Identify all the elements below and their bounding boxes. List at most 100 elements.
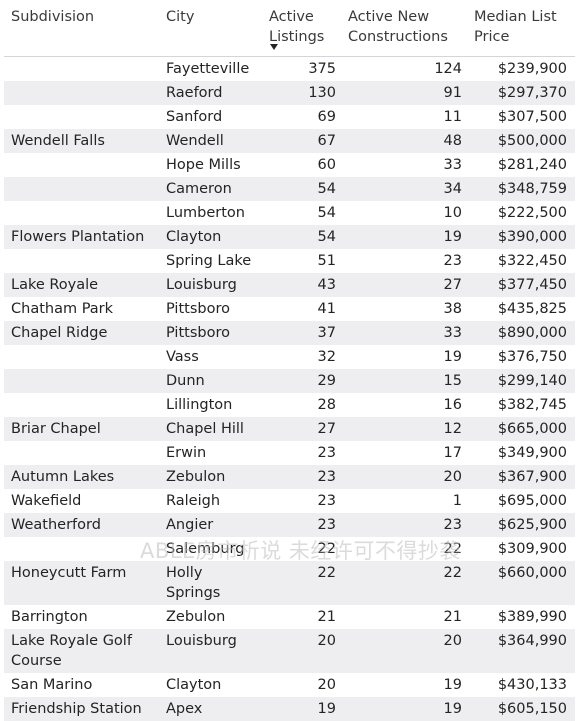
cell-active-new-constructions: 34 xyxy=(443,181,462,197)
table-row[interactable]: Wakefield Raleigh 23 1 $695,000 xyxy=(4,489,575,513)
column-header-price-line1: Median List xyxy=(474,9,557,25)
cell-median-list-price: $890,000 xyxy=(497,325,567,341)
table-row[interactable]: Erwin 23 17 $349,900 xyxy=(4,441,575,465)
table-row[interactable]: Flowers Plantation Clayton 54 19 $390,000 xyxy=(4,225,575,249)
column-header-new-line1: Active New xyxy=(348,9,430,25)
cell-subdivision: Wendell Falls xyxy=(11,133,105,149)
cell-active-listings: 60 xyxy=(317,157,336,173)
cell-active-listings: 23 xyxy=(317,493,336,509)
column-header-active-line1: Active xyxy=(269,9,314,25)
cell-active-new-constructions: 17 xyxy=(443,445,462,461)
cell-median-list-price: $322,450 xyxy=(497,253,567,269)
cell-active-new-constructions: 19 xyxy=(443,349,462,365)
table-row[interactable]: San Marino Clayton 20 19 $430,133 xyxy=(4,673,575,697)
cell-active-new-constructions: 1 xyxy=(452,493,462,509)
cell-active-listings: 22 xyxy=(317,565,336,581)
cell-subdivision: Lake Royale Golf Course xyxy=(11,633,132,669)
cell-active-listings: 41 xyxy=(317,301,336,317)
table-row[interactable]: Lake Royale Louisburg 43 27 $377,450 xyxy=(4,273,575,297)
cell-active-listings: 20 xyxy=(317,633,336,649)
column-header-active-new-constructions[interactable]: Active New Constructions xyxy=(348,7,448,47)
cell-city: Raleigh xyxy=(166,493,221,509)
cell-active-new-constructions: 91 xyxy=(443,85,462,101)
table-row[interactable]: Chatham Park Pittsboro 41 38 $435,825 xyxy=(4,297,575,321)
column-header-city[interactable]: City xyxy=(166,7,194,27)
cell-active-listings: 51 xyxy=(317,253,336,269)
cell-city: Spring Lake xyxy=(166,253,252,269)
table-row[interactable]: Autumn Lakes Zebulon 23 20 $367,900 xyxy=(4,465,575,489)
table-row[interactable]: Cameron 54 34 $348,759 xyxy=(4,177,575,201)
cell-subdivision: Autumn Lakes xyxy=(11,469,115,485)
cell-city: Lumberton xyxy=(166,205,245,221)
cell-active-new-constructions: 124 xyxy=(434,61,462,77)
sort-down-icon[interactable] xyxy=(270,44,278,50)
table-row[interactable]: Weatherford Angier 23 23 $625,900 xyxy=(4,513,575,537)
table-row[interactable]: Fayetteville 375 124 $239,900 xyxy=(4,57,575,81)
cell-median-list-price: $500,000 xyxy=(497,133,567,149)
cell-active-listings: 28 xyxy=(317,397,336,413)
cell-active-new-constructions: 38 xyxy=(443,301,462,317)
cell-subdivision: Barrington xyxy=(11,609,88,625)
cell-city: Clayton xyxy=(166,229,222,245)
table-row[interactable]: Friendship Station Apex 19 19 $605,150 xyxy=(4,697,575,721)
table-row[interactable]: Lillington 28 16 $382,745 xyxy=(4,393,575,417)
cell-city: Cameron xyxy=(166,181,232,197)
table-row[interactable]: Vass 32 19 $376,750 xyxy=(4,345,575,369)
cell-active-listings: 54 xyxy=(317,229,336,245)
cell-city: Erwin xyxy=(166,445,207,461)
cell-subdivision: Chatham Park xyxy=(11,301,114,317)
cell-city: Chapel Hill xyxy=(166,421,244,437)
cell-active-listings: 43 xyxy=(317,277,336,293)
table-row[interactable]: Hope Mills 60 33 $281,240 xyxy=(4,153,575,177)
cell-subdivision: Lake Royale xyxy=(11,277,99,293)
table-row[interactable]: Briar Chapel Chapel Hill 27 12 $665,000 xyxy=(4,417,575,441)
cell-active-listings: 27 xyxy=(317,421,336,437)
cell-city: Holly Springs xyxy=(166,565,221,601)
cell-median-list-price: $377,450 xyxy=(497,277,567,293)
cell-active-listings: 19 xyxy=(317,701,336,717)
cell-median-list-price: $297,370 xyxy=(497,85,567,101)
table-row[interactable]: Raeford 130 91 $297,370 xyxy=(4,81,575,105)
table-row[interactable]: Lake Royale Golf Course Louisburg 20 20 $364… xyxy=(4,629,575,673)
cell-city: Hope Mills xyxy=(166,157,241,173)
cell-city: Vass xyxy=(166,349,199,365)
column-header-active-listings[interactable]: Active Listings xyxy=(269,7,324,47)
cell-active-new-constructions: 16 xyxy=(443,397,462,413)
cell-city: Salemburg xyxy=(166,541,245,557)
cell-active-new-constructions: 12 xyxy=(443,421,462,437)
column-header-subdivision-label: Subdivision xyxy=(11,9,95,25)
table-body: Fayetteville 375 124 $239,900 Raeford 130 91 $2… xyxy=(4,57,575,721)
column-header-subdivision[interactable]: Subdivision xyxy=(11,7,94,27)
cell-active-new-constructions: 27 xyxy=(443,277,462,293)
column-header-median-list-price[interactable]: Median List Price xyxy=(474,7,557,47)
cell-active-new-constructions: 21 xyxy=(443,609,462,625)
cell-median-list-price: $309,900 xyxy=(497,541,567,557)
cell-subdivision: Weatherford xyxy=(11,517,101,533)
cell-subdivision: Briar Chapel xyxy=(11,421,101,437)
table-header: Subdivision City Active Listings Active … xyxy=(4,0,575,57)
cell-subdivision: San Marino xyxy=(11,677,93,693)
table-row[interactable]: Sanford 69 11 $307,500 xyxy=(4,105,575,129)
table-row[interactable]: Dunn 29 15 $299,140 xyxy=(4,369,575,393)
cell-city: Dunn xyxy=(166,373,205,389)
cell-active-new-constructions: 15 xyxy=(443,373,462,389)
cell-active-listings: 20 xyxy=(317,677,336,693)
table-row[interactable]: Honeycutt Farm Holly Springs 22 22 $660,000 xyxy=(4,561,575,605)
cell-active-new-constructions: 20 xyxy=(443,633,462,649)
cell-active-new-constructions: 10 xyxy=(443,205,462,221)
cell-active-listings: 375 xyxy=(308,61,336,77)
table-row[interactable]: Salemburg 22 22 $309,900 xyxy=(4,537,575,561)
table-row[interactable]: Spring Lake 51 23 $322,450 xyxy=(4,249,575,273)
cell-city: Raeford xyxy=(166,85,223,101)
cell-median-list-price: $222,500 xyxy=(497,205,567,221)
cell-city: Pittsboro xyxy=(166,325,230,341)
table-row[interactable]: Barrington Zebulon 21 21 $389,990 xyxy=(4,605,575,629)
cell-median-list-price: $382,745 xyxy=(497,397,567,413)
table-row[interactable]: Wendell Falls Wendell 67 48 $500,000 xyxy=(4,129,575,153)
cell-city: Angier xyxy=(166,517,214,533)
cell-active-listings: 69 xyxy=(317,109,336,125)
table-row[interactable]: Lumberton 54 10 $222,500 xyxy=(4,201,575,225)
cell-city: Clayton xyxy=(166,677,222,693)
table-row[interactable]: Chapel Ridge Pittsboro 37 33 $890,000 xyxy=(4,321,575,345)
cell-city: Zebulon xyxy=(166,609,226,625)
